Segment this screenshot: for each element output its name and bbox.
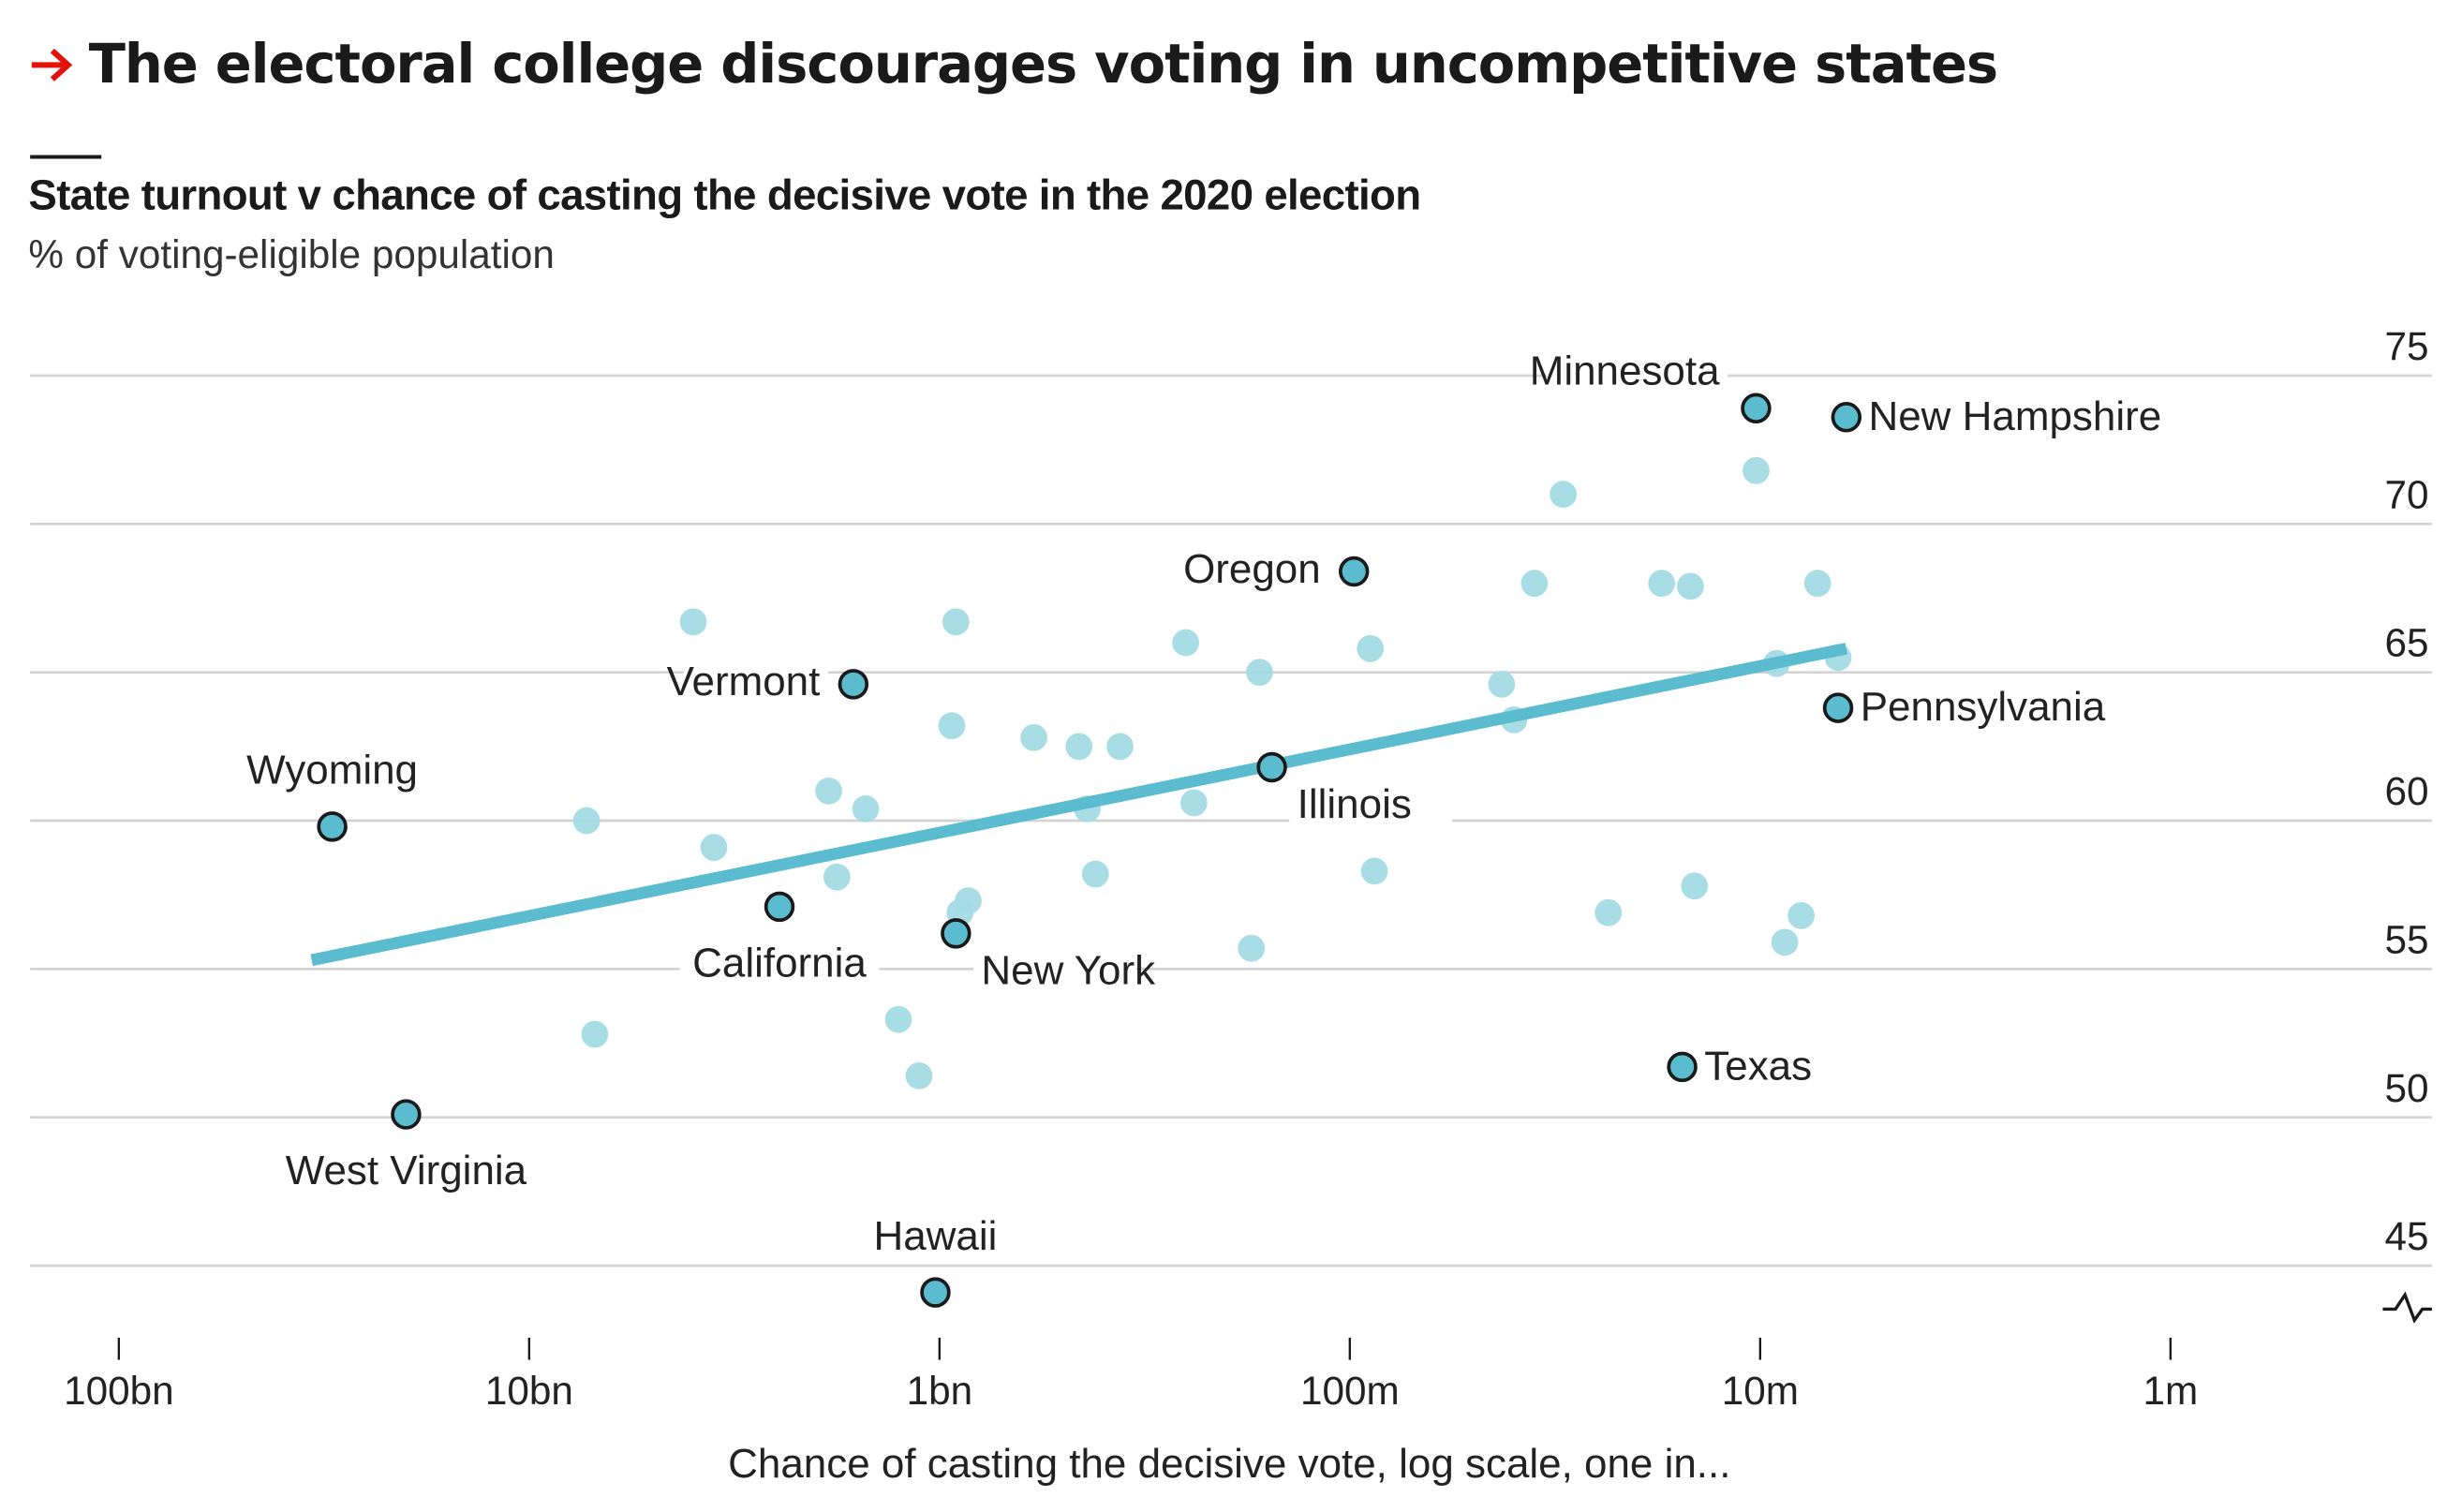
other-states — [572, 456, 1852, 1090]
state-label: Minnesota — [1530, 348, 1720, 393]
state-dot-highlighted — [838, 669, 869, 700]
state-label: California — [692, 940, 867, 986]
label-background — [1289, 782, 1453, 828]
state-dot — [1020, 723, 1047, 751]
state-dot — [1180, 789, 1208, 817]
state-label: Illinois — [1298, 781, 1412, 827]
label-background — [872, 1214, 999, 1260]
state-label: New Hampshire — [1868, 393, 2161, 439]
y-tick-label: 55 — [2384, 917, 2428, 961]
state-dot — [572, 807, 601, 835]
y-axis: 75 70 65 60 55 50 45 — [2384, 324, 2428, 1258]
label-background — [683, 660, 828, 705]
state-label: Wyoming — [246, 748, 418, 793]
state-dot — [938, 712, 966, 740]
state-dot — [1488, 670, 1516, 698]
state-dot — [1648, 570, 1676, 598]
right-arrow-icon — [31, 48, 73, 82]
state-dot — [1787, 901, 1816, 929]
label-background — [1861, 394, 2115, 439]
labelled-states — [317, 393, 1862, 1308]
state-dot — [1550, 481, 1577, 509]
state-dot — [942, 608, 970, 636]
state-labels: Wyoming West Virginia Vermont California New… — [246, 348, 2161, 1260]
state-dot — [815, 777, 842, 805]
state-label: New York — [981, 948, 1156, 994]
state-dot — [1743, 456, 1770, 484]
gridlines — [30, 374, 2432, 1267]
label-background — [278, 1149, 534, 1194]
state-label: Oregon — [1183, 546, 1321, 592]
x-tick-label: 1bn — [907, 1369, 973, 1413]
label-background — [1852, 685, 2089, 731]
x-tick-label: 100bn — [64, 1369, 174, 1413]
state-dot — [1771, 928, 1799, 956]
x-tick-label: 10bn — [485, 1369, 573, 1413]
state-dot — [884, 1005, 912, 1033]
state-dot-highlighted — [1667, 1051, 1698, 1083]
state-dot — [1520, 570, 1549, 598]
state-dot-highlighted — [920, 1277, 951, 1308]
state-dot — [852, 794, 880, 823]
state-dot — [823, 863, 851, 891]
state-dot-highlighted — [1338, 556, 1370, 587]
state-label: Texas — [1704, 1043, 1812, 1089]
state-dot — [679, 608, 707, 636]
state-dot-highlighted — [764, 891, 795, 923]
unit-label: % of voting-eligible population — [28, 232, 554, 276]
state-dot — [581, 1020, 609, 1048]
state-dot — [1106, 733, 1134, 761]
state-dot — [700, 834, 728, 861]
y-tick-label: 45 — [2384, 1214, 2428, 1258]
state-label: Pennsylvania — [1861, 684, 2106, 730]
y-tick-label: 75 — [2384, 324, 2428, 368]
state-dot — [905, 1062, 933, 1090]
state-dot — [1357, 634, 1385, 662]
state-label: West Virginia — [286, 1148, 527, 1193]
trend-line — [310, 643, 1848, 967]
state-dot — [1065, 733, 1093, 761]
state-dot-highlighted — [317, 811, 348, 842]
x-tick-label: 100m — [1300, 1369, 1400, 1413]
label-background — [972, 949, 1136, 994]
chart-title: The electoral college discourages voting… — [89, 33, 1997, 96]
label-background — [1202, 547, 1329, 592]
state-dot-highlighted — [1256, 751, 1287, 783]
state-dot — [1081, 860, 1109, 888]
state-dot-highlighted — [1741, 393, 1772, 424]
state-dot-highlighted — [391, 1099, 422, 1130]
y-tick-label: 60 — [2384, 769, 2428, 813]
state-dot-highlighted — [941, 918, 971, 949]
state-label: Vermont — [667, 659, 821, 704]
label-background — [1546, 349, 1728, 394]
header: The electoral college discourages voting… — [28, 33, 1998, 276]
state-dot — [1360, 857, 1388, 885]
state-dot — [1676, 572, 1704, 600]
y-axis-break-icon — [2382, 1291, 2432, 1324]
state-dot — [1246, 659, 1273, 687]
state-dot-highlighted — [1822, 692, 1854, 723]
x-axis-title: Chance of casting the decisive vote, log… — [728, 1441, 1730, 1487]
state-dot-highlighted — [1831, 402, 1862, 433]
state-dot — [955, 887, 982, 914]
state-label: Hawaii — [873, 1213, 997, 1259]
y-tick-label: 70 — [2384, 472, 2428, 516]
y-tick-label: 50 — [2384, 1066, 2428, 1110]
label-background — [1696, 1045, 1804, 1090]
trend-line-group — [310, 643, 1848, 967]
x-axis: 100bn 10bn 1bn 100m 10m 1m — [64, 1337, 2198, 1413]
label-background — [260, 749, 405, 793]
label-background — [679, 941, 880, 986]
x-tick-label: 10m — [1722, 1369, 1799, 1413]
state-dot — [1172, 629, 1200, 657]
chart-subtitle: State turnout v chance of casting the de… — [28, 170, 1420, 218]
state-dot — [1594, 898, 1623, 926]
x-tick-label: 1m — [2143, 1369, 2198, 1413]
y-tick-label: 65 — [2384, 621, 2428, 665]
state-dot — [1803, 570, 1832, 598]
state-dot — [1238, 934, 1266, 962]
state-dot — [1681, 872, 1709, 900]
